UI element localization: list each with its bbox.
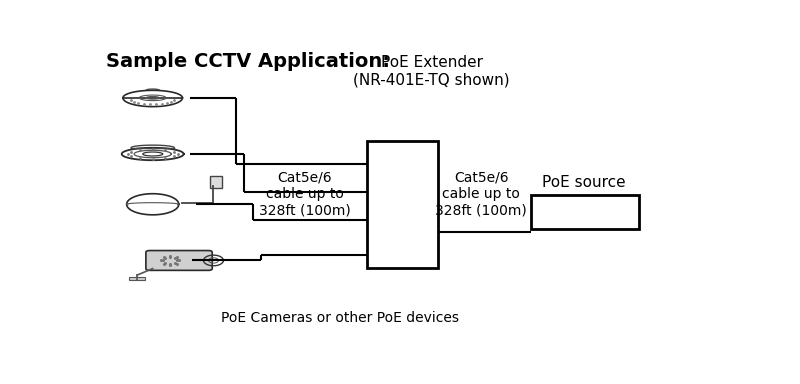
Text: Cat5e/6
cable up to
328ft (100m): Cat5e/6 cable up to 328ft (100m) xyxy=(435,171,527,217)
Bar xyxy=(129,277,146,280)
Text: PoE source: PoE source xyxy=(542,175,626,190)
Bar xyxy=(366,141,438,268)
Text: PoE Cameras or other PoE devices: PoE Cameras or other PoE devices xyxy=(221,311,459,326)
Bar xyxy=(210,176,222,188)
Bar xyxy=(531,195,639,229)
Text: Sample CCTV Application:: Sample CCTV Application: xyxy=(106,52,390,71)
FancyBboxPatch shape xyxy=(146,250,212,270)
Text: PoE Extender
(NR-401E-TQ shown): PoE Extender (NR-401E-TQ shown) xyxy=(354,55,510,87)
Text: Cat5e/6
cable up to
328ft (100m): Cat5e/6 cable up to 328ft (100m) xyxy=(258,171,350,217)
